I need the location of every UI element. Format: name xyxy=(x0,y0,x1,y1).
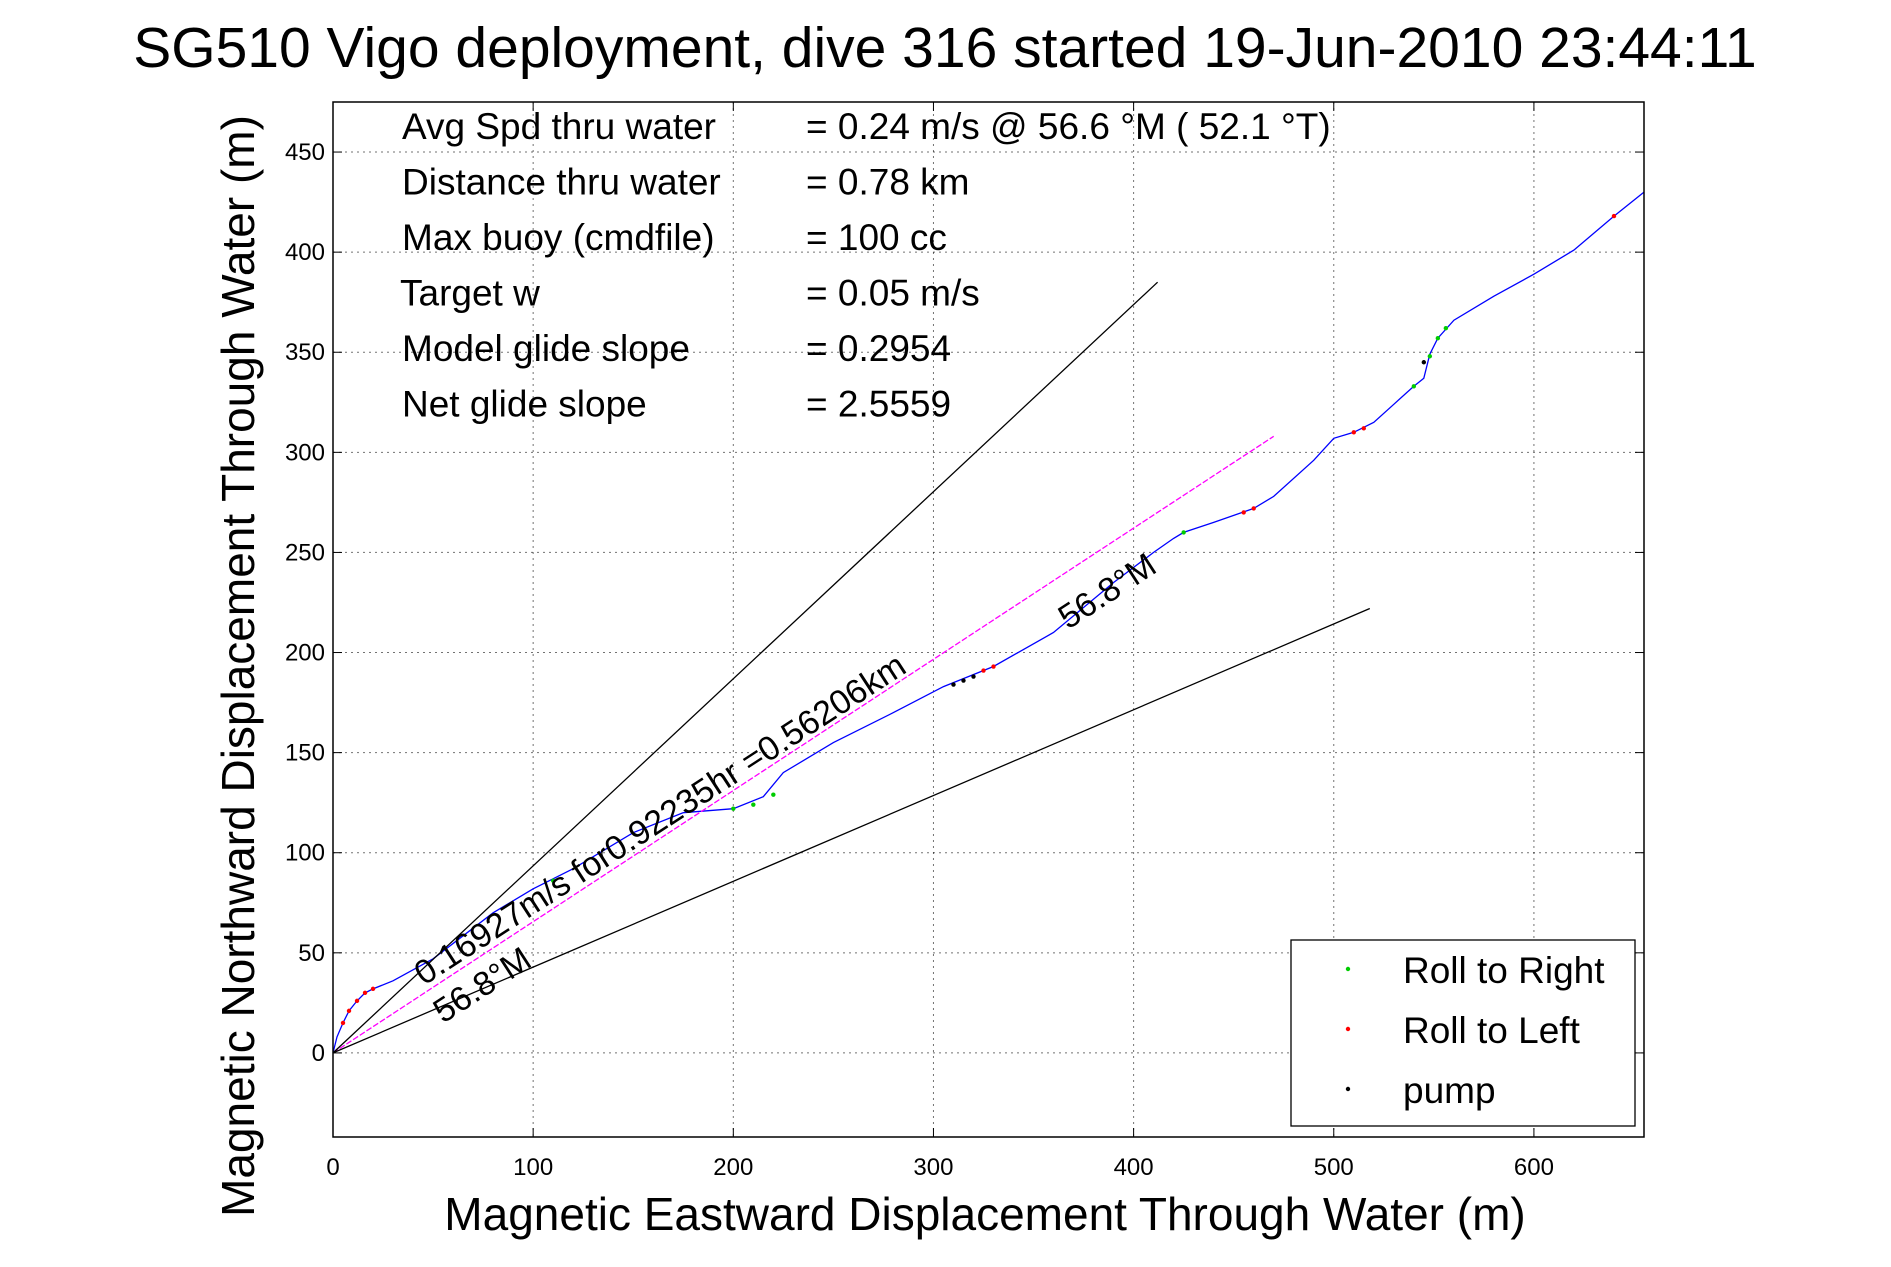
y-tick-label: 100 xyxy=(285,840,325,867)
marker-pump xyxy=(951,682,956,687)
marker-pump xyxy=(1421,360,1427,365)
marker-roll-right xyxy=(550,878,556,883)
marker-roll-left xyxy=(1241,510,1246,515)
stat-value: = 0.78 km xyxy=(806,162,970,203)
x-tick-label: 100 xyxy=(513,1154,553,1181)
y-tick-label: 300 xyxy=(285,439,325,466)
x-tick-label: 300 xyxy=(913,1154,953,1181)
plot-frame xyxy=(332,101,1645,1138)
stat-value: = 2.5559 xyxy=(806,384,951,425)
y-tick-label: 200 xyxy=(285,640,325,667)
marker-roll-left xyxy=(340,1020,346,1026)
marker-roll-right xyxy=(1427,354,1433,359)
marker-roll-left xyxy=(370,986,376,992)
legend-label: Roll to Right xyxy=(1403,950,1605,991)
stat-value: = 100 cc xyxy=(806,217,947,258)
series-envelope-upper xyxy=(332,281,1159,1054)
x-axis-label: Magnetic Eastward Displacement Through W… xyxy=(444,1188,1525,1240)
plot-area: 0 100 200 300 400 500 600 0 50 100 150 200 250 300 350… xyxy=(285,101,1645,1181)
stat-value: = 0.2954 xyxy=(806,328,951,369)
y-tick-label: 150 xyxy=(285,740,325,767)
stat-label: Target w xyxy=(400,273,540,314)
y-tick-label: 250 xyxy=(285,539,325,566)
marker-roll-left xyxy=(346,1008,352,1014)
y-axis-label: Magnetic Northward Displacement Through … xyxy=(212,115,264,1217)
legend-label: Roll to Left xyxy=(1403,1010,1581,1051)
x-tick-label: 0 xyxy=(326,1154,339,1181)
marker-pump xyxy=(971,674,976,679)
stat-label: Avg Spd thru water xyxy=(402,106,716,147)
marker-roll-left xyxy=(1251,506,1256,511)
marker-roll-left xyxy=(362,990,368,996)
marker-roll-left xyxy=(1611,213,1617,219)
series-current xyxy=(332,435,1275,1054)
marker-roll-right xyxy=(771,792,776,797)
stat-value: = 0.24 m/s @ 56.6 °M ( 52.1 °T) xyxy=(806,106,1331,147)
marker-pump xyxy=(961,678,966,683)
marker-roll-left xyxy=(981,668,986,673)
chart-title: SG510 Vigo deployment, dive 316 started … xyxy=(133,16,1757,80)
x-tick-label: 400 xyxy=(1114,1154,1154,1181)
marker-roll-right xyxy=(1411,384,1417,389)
stat-value: = 0.05 m/s xyxy=(806,273,980,314)
x-tick-label: 200 xyxy=(713,1154,753,1181)
marker-roll-right xyxy=(751,802,756,807)
legend-marker xyxy=(1345,1026,1351,1032)
y-tick-label: 0 xyxy=(312,1040,325,1067)
stat-label: Distance thru water xyxy=(402,162,721,203)
y-tick-label: 400 xyxy=(285,239,325,266)
legend: Roll to Right Roll to Left pump xyxy=(1290,939,1636,1127)
stat-label: Max buoy (cmdfile) xyxy=(402,217,715,258)
marker-roll-right xyxy=(1181,530,1186,535)
marker-roll-right xyxy=(731,806,736,811)
x-tick-label: 500 xyxy=(1314,1154,1354,1181)
y-tick-label: 450 xyxy=(285,139,325,166)
y-tick-label: 50 xyxy=(298,940,325,967)
marker-roll-left xyxy=(1351,430,1356,435)
marker-roll-right xyxy=(1435,336,1441,341)
stat-label: Model glide slope xyxy=(402,328,690,369)
marker-roll-left xyxy=(991,664,996,669)
marker-roll-left xyxy=(354,998,360,1004)
series-envelope-lower xyxy=(332,607,1371,1054)
stats-box: Avg Spd thru water = 0.24 m/s @ 56.6 °M (… xyxy=(400,106,1331,425)
y-tick-label: 350 xyxy=(285,339,325,366)
x-tick-label: 600 xyxy=(1514,1154,1554,1181)
legend-marker xyxy=(1345,966,1351,972)
legend-marker xyxy=(1345,1086,1351,1092)
series-track xyxy=(332,191,1645,1054)
legend-label: pump xyxy=(1403,1070,1496,1111)
stat-label: Net glide slope xyxy=(402,384,647,425)
marker-roll-left xyxy=(1361,426,1366,431)
marker-roll-right xyxy=(1443,326,1449,331)
